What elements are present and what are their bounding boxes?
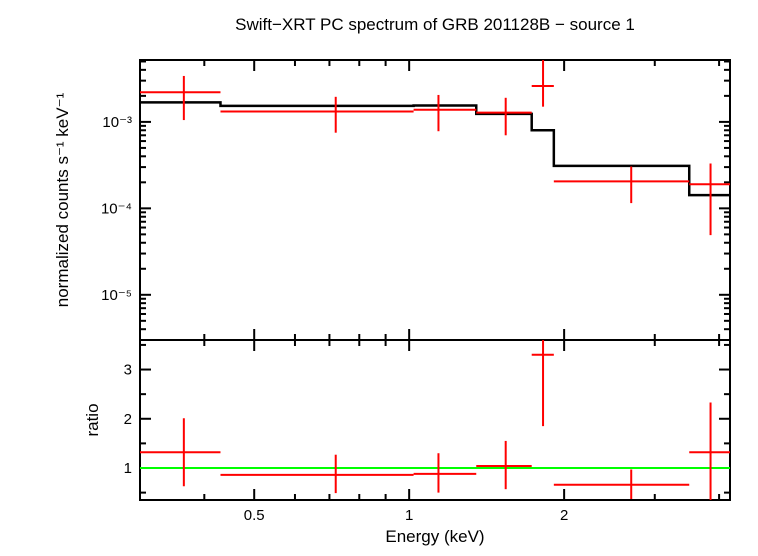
x-tick-label: 1 [405,507,413,524]
top-y-tick-label: 10⁻³ [102,114,132,131]
bottom-panel-frame [140,340,730,500]
bottom-y-tick-label: 2 [124,411,132,428]
top-panel-frame [140,60,730,340]
top-y-tick-label: 10⁻⁵ [101,287,132,304]
top-panel-content [140,60,730,235]
bottom-y-tick-label: 3 [124,362,132,379]
bottom-y-axis-label: ratio [83,403,102,436]
x-axis-label: Energy (keV) [385,527,484,546]
bottom-y-tick-label: 1 [124,460,132,477]
bottom-panel-content [140,340,730,500]
chart-title: Swift−XRT PC spectrum of GRB 201128B − s… [235,15,635,34]
x-tick-label: 2 [560,507,568,524]
top-y-axis-label: normalized counts s⁻¹ keV⁻¹ [53,92,72,307]
spectrum-chart: Swift−XRT PC spectrum of GRB 201128B − s… [0,0,758,556]
chart-container: Swift−XRT PC spectrum of GRB 201128B − s… [0,0,758,556]
top-y-tick-label: 10⁻⁴ [101,200,132,217]
x-tick-label: 0.5 [244,507,265,524]
